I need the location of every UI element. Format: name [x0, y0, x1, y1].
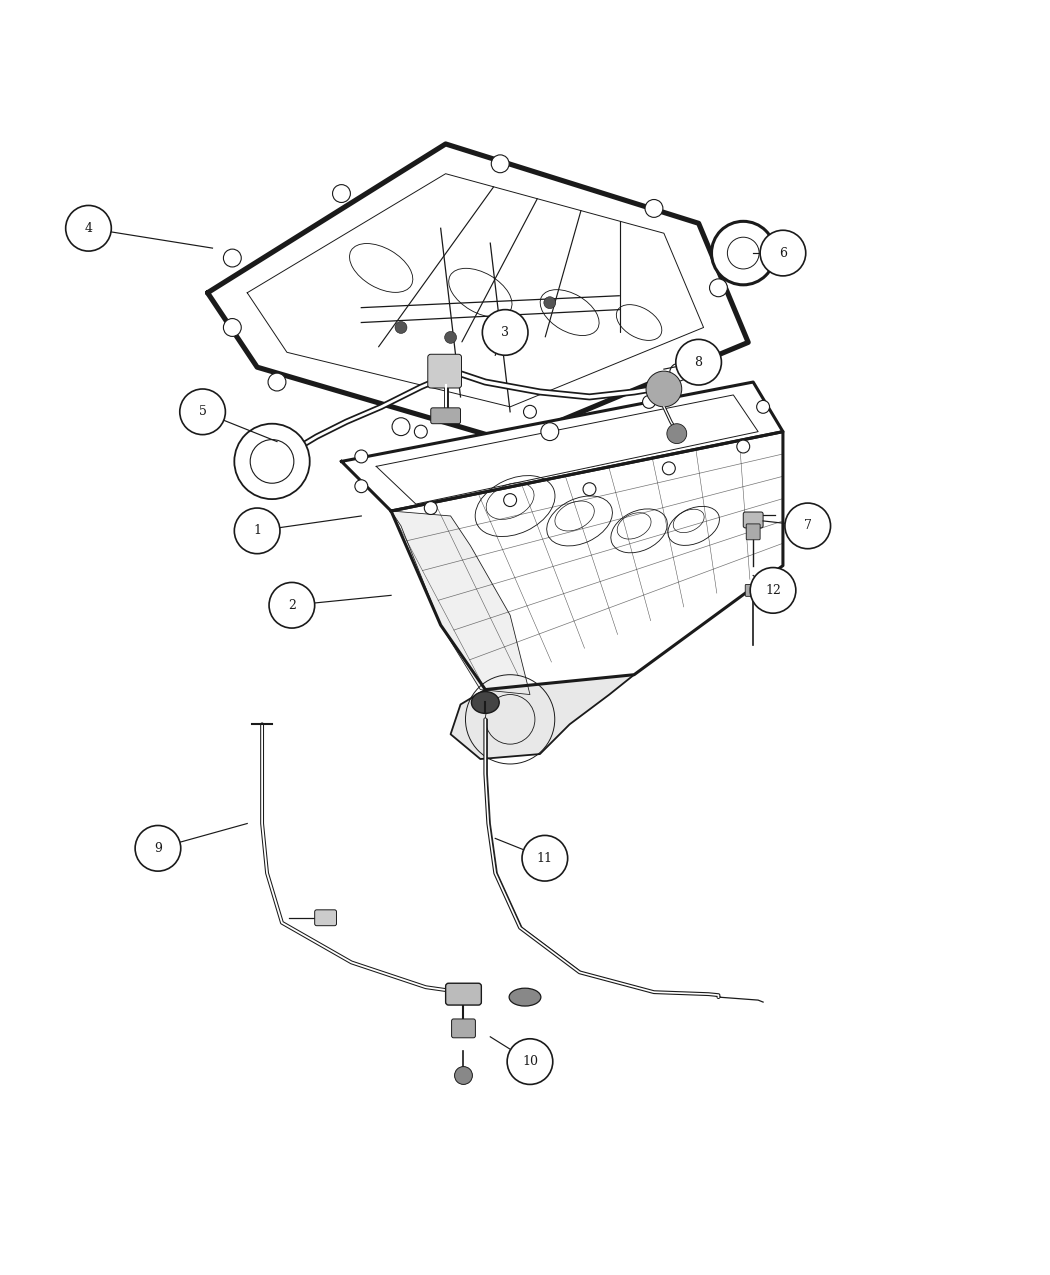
- FancyBboxPatch shape: [452, 1019, 476, 1038]
- Text: 5: 5: [198, 405, 207, 418]
- Circle shape: [646, 371, 681, 407]
- Circle shape: [757, 400, 770, 413]
- Circle shape: [444, 332, 457, 343]
- Circle shape: [224, 249, 242, 266]
- Circle shape: [392, 418, 410, 436]
- Circle shape: [712, 222, 775, 284]
- Text: 8: 8: [695, 356, 702, 368]
- Circle shape: [224, 319, 242, 337]
- Circle shape: [269, 583, 315, 629]
- Circle shape: [491, 154, 509, 172]
- FancyBboxPatch shape: [747, 524, 760, 539]
- Text: 10: 10: [522, 1056, 538, 1068]
- Text: 11: 11: [537, 852, 553, 864]
- Circle shape: [455, 1067, 472, 1085]
- Circle shape: [663, 462, 675, 474]
- Circle shape: [482, 310, 528, 356]
- FancyBboxPatch shape: [746, 584, 761, 597]
- Circle shape: [750, 567, 796, 613]
- Circle shape: [541, 423, 559, 441]
- Circle shape: [785, 504, 831, 548]
- Circle shape: [645, 199, 663, 217]
- Circle shape: [670, 363, 688, 381]
- Text: 4: 4: [84, 222, 92, 235]
- FancyBboxPatch shape: [743, 513, 763, 528]
- Circle shape: [234, 423, 310, 499]
- Circle shape: [522, 835, 568, 881]
- Text: 3: 3: [501, 326, 509, 339]
- FancyBboxPatch shape: [445, 983, 481, 1005]
- Polygon shape: [391, 511, 530, 695]
- FancyBboxPatch shape: [430, 408, 461, 423]
- Text: 6: 6: [779, 246, 786, 260]
- Circle shape: [135, 825, 181, 871]
- Circle shape: [737, 440, 750, 453]
- Circle shape: [524, 405, 537, 418]
- Circle shape: [583, 483, 596, 496]
- FancyBboxPatch shape: [315, 910, 336, 926]
- Circle shape: [415, 425, 427, 439]
- FancyBboxPatch shape: [427, 354, 462, 388]
- Text: 9: 9: [154, 842, 162, 854]
- Circle shape: [268, 374, 286, 391]
- Circle shape: [643, 395, 655, 408]
- Text: 1: 1: [253, 524, 261, 537]
- Polygon shape: [341, 382, 783, 511]
- Polygon shape: [247, 173, 704, 407]
- Circle shape: [395, 321, 407, 334]
- Text: 7: 7: [804, 519, 812, 533]
- Text: 12: 12: [765, 584, 781, 597]
- Circle shape: [355, 479, 368, 492]
- Ellipse shape: [471, 691, 499, 714]
- Polygon shape: [208, 144, 749, 441]
- Circle shape: [676, 339, 721, 385]
- Circle shape: [66, 205, 111, 251]
- Circle shape: [667, 423, 687, 444]
- Circle shape: [424, 501, 437, 515]
- Circle shape: [495, 311, 506, 324]
- Circle shape: [544, 297, 555, 309]
- Circle shape: [355, 450, 368, 463]
- Text: 2: 2: [288, 599, 296, 612]
- Circle shape: [180, 389, 226, 435]
- Circle shape: [504, 493, 517, 506]
- Circle shape: [234, 507, 280, 553]
- Circle shape: [728, 237, 759, 269]
- Polygon shape: [391, 432, 783, 690]
- Ellipse shape: [509, 988, 541, 1006]
- Circle shape: [507, 1039, 552, 1085]
- Polygon shape: [450, 674, 634, 759]
- Circle shape: [333, 185, 351, 203]
- Circle shape: [760, 231, 805, 275]
- Circle shape: [710, 279, 728, 297]
